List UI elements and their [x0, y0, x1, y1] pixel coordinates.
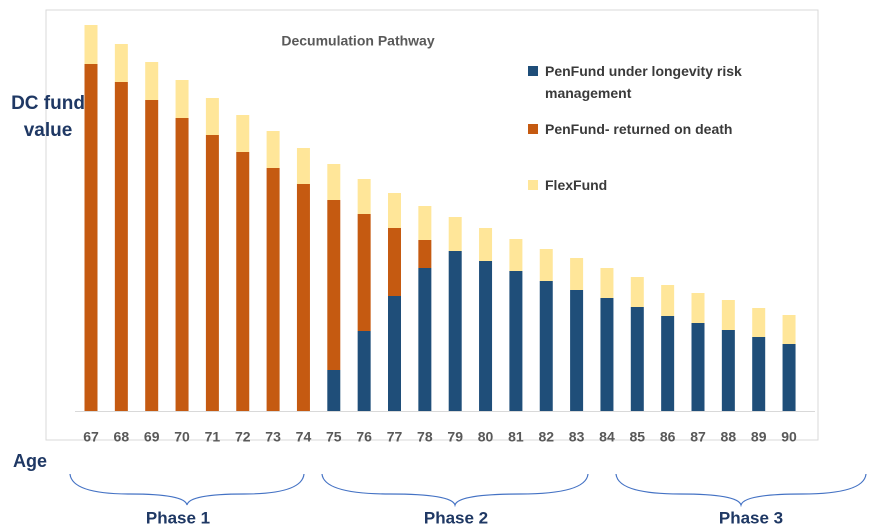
bar-segment [296, 184, 310, 411]
phase-label: Phase 2 [424, 508, 488, 527]
bar-segment [691, 323, 705, 411]
x-tick-label: 87 [690, 429, 706, 445]
bar-segment [236, 115, 250, 152]
bar-segment [509, 239, 523, 271]
bar-segment [84, 25, 98, 64]
bar-segment [327, 200, 341, 370]
bar-segment [296, 148, 310, 184]
phase-label: Phase 1 [146, 508, 210, 527]
x-tick-label: 77 [387, 429, 403, 445]
bar-segment [570, 290, 584, 411]
bar-segment [357, 179, 371, 214]
phase-brace [321, 473, 589, 508]
plot-frame [45, 9, 819, 441]
bar-segment [418, 268, 432, 411]
bar-segment [600, 298, 614, 411]
x-tick-label: 89 [751, 429, 767, 445]
x-tick-label: 75 [326, 429, 342, 445]
phase-brace [615, 473, 867, 508]
bar-segment [600, 268, 614, 298]
bar-segment [479, 228, 493, 261]
x-axis-label: Age [13, 451, 47, 471]
legend-label: FlexFund [545, 177, 608, 193]
legend-swatch [528, 124, 538, 134]
bar-segment [114, 44, 128, 82]
bar-segment [752, 308, 766, 337]
bar-segment [84, 64, 98, 411]
x-tick-label: 74 [296, 429, 312, 445]
legend-item: PenFund under longevity risk management [528, 60, 798, 104]
bar-segment [145, 100, 159, 411]
legend-label: PenFund- returned on death [545, 121, 733, 137]
chart-title: Decumulation Pathway [281, 33, 434, 49]
bar-segment [327, 164, 341, 200]
bar-segment [661, 316, 675, 411]
bar-segment [388, 193, 401, 228]
bar-segment [418, 240, 432, 268]
x-tick-label: 88 [721, 429, 737, 445]
bar-segment [418, 206, 432, 240]
legend-swatch [528, 66, 538, 76]
legend-swatch [528, 180, 538, 190]
bar-segment [752, 337, 766, 411]
bar-segment [782, 315, 796, 344]
x-tick-label: 90 [781, 429, 797, 445]
bar-segment [236, 152, 250, 411]
x-tick-label: 83 [569, 429, 585, 445]
x-tick-label: 76 [356, 429, 372, 445]
x-tick-label: 86 [660, 429, 676, 445]
legend-item: PenFund- returned on death [528, 118, 798, 140]
x-tick-label: 79 [447, 429, 463, 445]
x-tick-label: 73 [265, 429, 281, 445]
bar-segment [479, 261, 493, 411]
bar-segment [266, 168, 280, 411]
bar-segment [266, 131, 280, 168]
x-tick-label: 80 [478, 429, 494, 445]
bar-segment [661, 285, 675, 316]
x-tick-label: 78 [417, 429, 433, 445]
bar-segment [145, 62, 159, 100]
legend-label: PenFund under longevity risk management [545, 63, 742, 101]
bar-segment [539, 281, 553, 411]
x-tick-label: 84 [599, 429, 615, 445]
y-axis-label: DC fund value [11, 93, 85, 141]
bar-segment [327, 370, 341, 411]
bar-segment [175, 80, 189, 118]
bar-segment [721, 300, 735, 330]
bar-segment [630, 277, 644, 307]
bar-segment [205, 98, 219, 135]
x-tick-label: 67 [83, 429, 99, 445]
bar-segment [114, 82, 128, 411]
bar-segment [357, 214, 371, 331]
bar-segment [388, 296, 401, 411]
bar-segment [509, 271, 523, 411]
x-tick-label: 82 [538, 429, 554, 445]
x-tick-label: 71 [205, 429, 221, 445]
bar-segment [357, 331, 371, 411]
bar-segment [630, 307, 644, 411]
bar-segment [570, 258, 584, 290]
bar-segment [721, 330, 735, 411]
x-tick-label: 85 [630, 429, 646, 445]
bar-segment [539, 249, 553, 281]
x-tick-label: 72 [235, 429, 251, 445]
phase-label: Phase 3 [719, 508, 783, 527]
x-tick-label: 68 [114, 429, 130, 445]
x-tick-label: 69 [144, 429, 160, 445]
bar-segment [448, 251, 462, 411]
x-tick-label: 70 [174, 429, 190, 445]
bar-segment [175, 118, 189, 411]
bar-segment [205, 135, 219, 411]
phase-brace [69, 473, 305, 506]
x-tick-label: 81 [508, 429, 524, 445]
bar-segment [691, 293, 705, 323]
bar-segment [388, 228, 401, 296]
bar-segment [782, 344, 796, 411]
legend-item: FlexFund [528, 174, 798, 196]
bar-segment [448, 217, 462, 251]
